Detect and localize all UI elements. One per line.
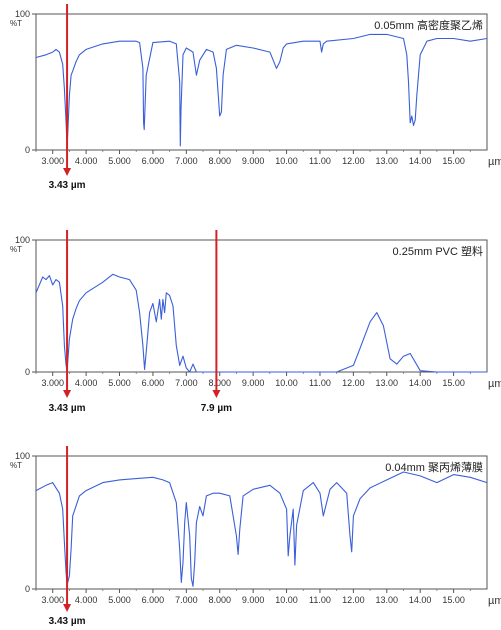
x-unit-label: µm <box>488 156 501 168</box>
x-tick-label: 10.00 <box>275 378 298 388</box>
y-tick-label: 100 <box>15 235 30 245</box>
x-tick-label: 6.000 <box>142 378 165 388</box>
x-tick-label: 8.000 <box>208 156 231 166</box>
marker-arrowhead <box>63 168 72 176</box>
x-tick-label: 15.00 <box>442 378 465 388</box>
x-tick-label: 11.00 <box>309 595 331 605</box>
spectrum-line <box>35 33 488 148</box>
x-tick-label: 10.00 <box>275 156 298 166</box>
y-tick-label: 100 <box>15 451 30 461</box>
x-tick-label: 7.000 <box>175 378 198 388</box>
x-tick-label: 10.00 <box>275 595 298 605</box>
y-tick-label: 100 <box>15 9 30 19</box>
x-tick-label: 15.00 <box>442 156 465 166</box>
x-tick-label: 13.00 <box>376 378 399 388</box>
x-tick-label: 5.000 <box>108 595 131 605</box>
x-tick-label: 12.00 <box>342 378 365 388</box>
x-tick-label: 6.000 <box>142 595 165 605</box>
x-tick-label: 8.000 <box>208 595 231 605</box>
x-tick-label: 9.000 <box>242 156 265 166</box>
spectrum-line <box>35 273 487 373</box>
plot-frame <box>35 13 488 151</box>
x-tick-label: 9.000 <box>242 378 265 388</box>
x-tick-label: 4.000 <box>75 378 98 388</box>
x-tick-label: 13.00 <box>376 595 399 605</box>
plot-frame <box>35 455 488 590</box>
x-tick-label: 13.00 <box>376 156 399 166</box>
spectrum-panel-hdpe: 3.000 4.000 5.000 6.000 7.000 8.000 9.000 10.00… <box>10 4 501 191</box>
marker-label: 7.9 µm <box>201 403 232 414</box>
x-tick-label: 6.000 <box>142 156 165 166</box>
x-unit-label: µm <box>488 378 501 390</box>
x-tick-label: 8.000 <box>208 378 231 388</box>
plot-frame <box>35 239 488 373</box>
chart-title: 0.05mm 高密度聚乙烯 <box>374 18 483 32</box>
x-tick-label: 14.00 <box>409 378 432 388</box>
y-axis-label: %T <box>10 19 22 28</box>
x-tick-label: 3.000 <box>41 595 64 605</box>
x-tick-label: 14.00 <box>409 595 432 605</box>
y-tick-label: 0 <box>25 145 30 155</box>
chart-title: 0.04mm 聚丙烯薄膜 <box>385 460 483 474</box>
spectrum-line <box>35 471 488 587</box>
x-tick-label: 12.00 <box>342 156 365 166</box>
marker-label: 3.43 µm <box>49 403 86 414</box>
y-axis-label: %T <box>10 461 22 470</box>
x-tick-label: 15.00 <box>442 595 465 605</box>
x-tick-label: 3.000 <box>41 156 64 166</box>
marker-arrowhead <box>63 390 72 398</box>
marker-arrowhead <box>63 604 72 612</box>
x-tick-label: 7.000 <box>175 595 198 605</box>
x-tick-label: 4.000 <box>75 595 98 605</box>
x-tick-label: 11.00 <box>309 378 331 388</box>
x-tick-label: 12.00 <box>342 595 365 605</box>
x-tick-label: 14.00 <box>409 156 432 166</box>
y-axis-label: %T <box>10 245 22 254</box>
x-tick-label: 4.000 <box>75 156 98 166</box>
y-tick-label: 0 <box>25 584 30 594</box>
x-tick-label: 9.000 <box>242 595 265 605</box>
x-tick-label: 5.000 <box>108 378 131 388</box>
x-unit-label: µm <box>488 595 501 607</box>
x-tick-label: 5.000 <box>108 156 131 166</box>
x-tick-label: 11.00 <box>309 156 331 166</box>
chart-title: 0.25mm PVC 塑料 <box>393 244 483 258</box>
marker-arrowhead <box>212 390 221 398</box>
spectrum-panel-pvc: 3.000 4.000 5.000 6.000 7.000 8.000 9.000 10.00… <box>10 230 501 414</box>
marker-label: 3.43 µm <box>49 180 86 191</box>
x-tick-label: 7.000 <box>175 156 198 166</box>
x-tick-label: 3.000 <box>41 378 64 388</box>
spectrum-panel-pp: 3.000 4.000 5.000 6.000 7.000 8.000 9.000 10.00… <box>10 446 501 627</box>
y-tick-label: 0 <box>25 367 30 377</box>
marker-label: 3.43 µm <box>49 616 86 627</box>
